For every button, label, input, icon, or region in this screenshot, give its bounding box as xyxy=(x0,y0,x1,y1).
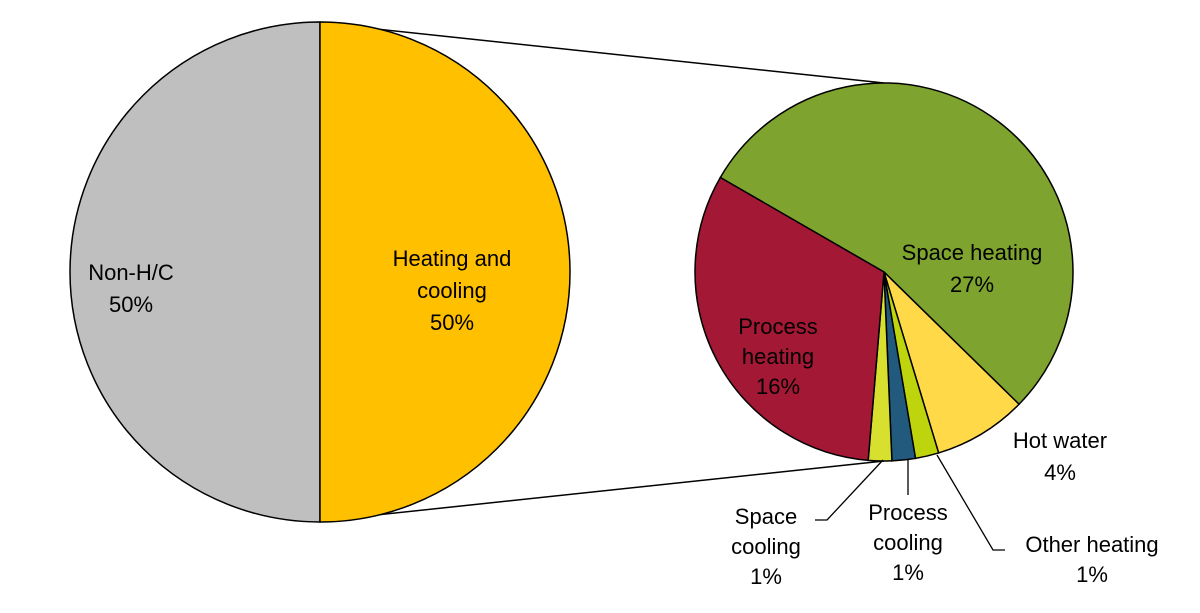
label-hc-name-2: cooling xyxy=(417,278,487,303)
label-process-cooling-value: 1% xyxy=(892,560,924,585)
connector-bottom xyxy=(319,460,885,522)
breakdown-pie xyxy=(694,82,1074,462)
leader-space-cooling xyxy=(815,459,884,521)
label-space-heating-value: 27% xyxy=(950,272,994,297)
pie-slice-space-heating xyxy=(719,82,1074,406)
label-hot-water-name: Hot water xyxy=(1013,428,1107,453)
label-other-heating-name: Other heating xyxy=(1025,532,1158,557)
label-other-heating-value: 1% xyxy=(1076,562,1108,587)
main-pie xyxy=(69,21,571,523)
label-process-heating-name-2: heating xyxy=(742,344,814,369)
pie-slice-hot-water xyxy=(883,271,1021,454)
label-process-heating-name-1: Process xyxy=(738,314,817,339)
label-process-cooling-name-1: Process xyxy=(868,500,947,525)
label-space-cooling-name-1: Space xyxy=(735,504,797,529)
connector-top xyxy=(319,22,885,84)
label-process-cooling-name-2: cooling xyxy=(873,530,943,555)
label-hot-water-value: 4% xyxy=(1044,460,1076,485)
label-process-heating-value: 16% xyxy=(756,374,800,399)
pie-slice-process-heating xyxy=(694,176,885,462)
label-space-cooling-value: 1% xyxy=(750,564,782,589)
label-hc-name-1: Heating and xyxy=(393,246,512,271)
leader-other-heating xyxy=(936,454,1005,551)
label-space-cooling-name-2: cooling xyxy=(731,534,801,559)
pie-slice-non-hc xyxy=(69,21,321,523)
label-non-hc-name: Non-H/C xyxy=(88,260,174,285)
label-hc-value: 50% xyxy=(430,310,474,335)
label-space-heating-name: Space heating xyxy=(902,240,1043,265)
label-non-hc-value: 50% xyxy=(109,292,153,317)
pie-slice-heating-cooling xyxy=(319,21,571,523)
